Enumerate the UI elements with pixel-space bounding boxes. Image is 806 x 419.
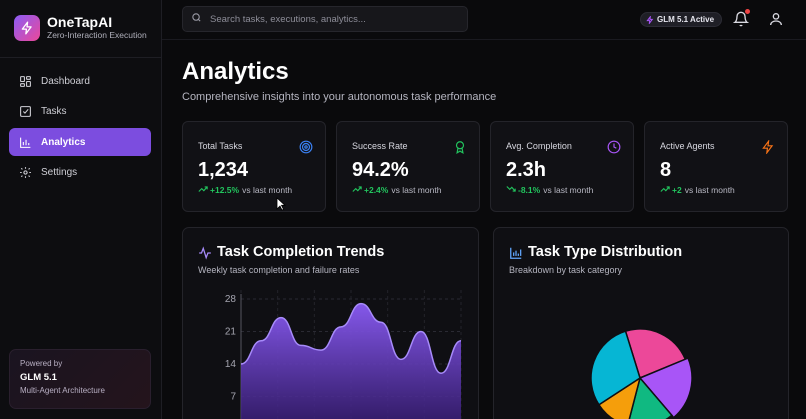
trends-panel-title: Task Completion Trends [217,244,385,260]
sidebar-item-analytics[interactable]: Analytics [9,128,151,156]
bar-chart-icon [509,246,523,260]
stat-suffix: vs last month [543,185,594,195]
sidebar-item-label: Settings [41,167,78,178]
y-tick-label: 21 [225,327,237,338]
target-icon [299,140,313,154]
pie-slice [590,330,641,406]
trend-up-icon [198,185,208,195]
trend-down-icon [506,185,516,195]
topbar: GLM 5.1 Active [162,0,806,40]
area-series-line [240,302,462,375]
distribution-pie-chart [590,328,693,419]
stat-delta: +12.5% vs last month [198,185,292,195]
stat-card-success-rate: Success Rate 94.2% +2.4% vs last month [336,121,480,212]
area-series [241,303,461,419]
powered-by-card: Powered by GLM 5.1 Multi-Agent Architect… [9,349,151,409]
y-tick-label: 14 [225,359,237,370]
stat-card-active-agents: Active Agents 8 +2 vs last month [644,121,788,212]
sidebar-item-dashboard[interactable]: Dashboard [9,67,151,95]
trends-panel: Task Completion Trends Weekly task compl… [182,227,479,419]
stat-suffix: vs last month [391,185,442,195]
search-icon [191,10,202,28]
stat-label: Total Tasks [198,141,243,151]
stat-card-avg-completion: Avg. Completion 2.3h -8.1% vs last month [490,121,634,212]
notification-dot [745,9,750,14]
trend-up-icon [352,185,362,195]
stat-value: 1,234 [198,159,249,181]
stat-card-total-tasks: Total Tasks 1,234 +12.5% vs last month [182,121,326,212]
pie-slice [628,376,673,419]
activity-icon [198,246,212,260]
divider [0,57,161,58]
brand[interactable]: OneTapAI Zero-Interaction Execution [14,14,147,41]
sidebar-item-label: Analytics [41,136,86,148]
page-subtitle: Comprehensive insights into your autonom… [182,91,497,103]
clock-icon [607,140,621,154]
mouse-cursor-icon [276,197,287,211]
stat-value: 8 [660,159,672,181]
stat-label: Success Rate [352,141,408,151]
powered-by-model: GLM 5.1 [20,372,57,383]
distribution-panel-subtitle: Breakdown by task category [509,265,623,275]
sidebar-item-tasks[interactable]: Tasks [9,98,151,126]
sidebar-item-label: Tasks [41,106,67,117]
search-input[interactable] [210,13,450,25]
tasks-icon [19,105,32,118]
y-tick-label: 28 [225,294,237,305]
model-badge-label: GLM 5.1 Active [657,15,715,24]
user-icon[interactable] [768,11,784,27]
stat-delta: +2.4% vs last month [352,185,441,195]
distribution-panel-title: Task Type Distribution [528,244,683,260]
pie-slice [638,357,693,419]
stat-delta: +2 vs last month [660,185,735,195]
lightning-logo-icon [14,14,40,41]
y-tick-label: 7 [230,392,236,403]
stat-suffix: vs last month [242,185,293,195]
sparkle-icon [646,11,654,29]
analytics-icon [19,136,32,149]
powered-by-architecture: Multi-Agent Architecture [20,386,105,395]
trends-area-chart: 28 21 14 7 [225,290,462,419]
distribution-panel: Task Type Distribution Breakdown by task… [493,227,789,419]
stat-label: Avg. Completion [506,141,572,151]
trends-panel-subtitle: Weekly task completion and failure rates [198,265,360,275]
sidebar-item-label: Dashboard [41,75,90,87]
trend-up-icon [660,185,670,195]
page-title: Analytics [182,58,289,85]
stat-change: +2 [672,185,682,195]
model-status-badge[interactable]: GLM 5.1 Active [640,11,723,29]
pie-slice [624,328,687,380]
stat-suffix: vs last month [684,185,735,195]
stat-change: +2.4% [364,185,389,195]
powered-by-label: Powered by [20,359,63,368]
stat-change: +12.5% [210,185,240,195]
stat-value: 2.3h [506,159,547,181]
bell-icon[interactable] [732,11,750,27]
stat-value: 94.2% [352,159,409,181]
stat-change: -8.1% [518,185,541,195]
sidebar-item-settings[interactable]: Settings [9,159,151,187]
settings-icon [19,166,32,179]
award-icon [453,140,467,155]
sidebar-nav: Dashboard Tasks Analytics Settings [9,67,151,189]
zap-icon [761,139,775,155]
search-box[interactable] [182,6,468,32]
sidebar: OneTapAI Zero-Interaction Execution Dash… [0,0,162,419]
brand-name: OneTapAI [47,14,113,30]
brand-subtitle: Zero-Interaction Execution [47,30,147,40]
stat-delta: -8.1% vs last month [506,185,593,195]
dashboard-icon [19,75,32,88]
stat-label: Active Agents [660,141,715,151]
